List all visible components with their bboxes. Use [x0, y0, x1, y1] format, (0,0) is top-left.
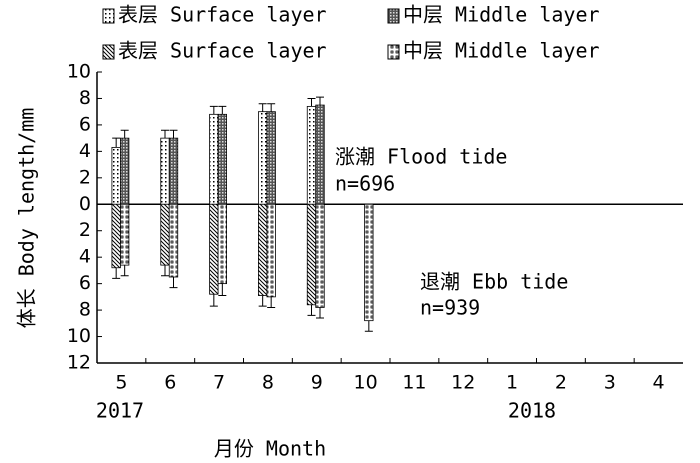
legend-label: 中层 Middle layer — [403, 39, 600, 63]
x-tick-label: 5 — [115, 372, 127, 394]
x-tick-label: 4 — [653, 372, 665, 394]
legend-swatch — [387, 44, 400, 60]
error-bar — [258, 103, 267, 112]
bar — [120, 203, 130, 266]
bar — [315, 104, 325, 205]
y-tick-label: 4 — [79, 246, 91, 268]
y-tick-label: 6 — [79, 113, 91, 135]
bar — [258, 203, 268, 296]
error-bar — [209, 105, 218, 115]
bar — [306, 203, 317, 306]
legend-swatch — [387, 8, 400, 24]
error-bar — [307, 304, 316, 316]
x-tick-label: 8 — [262, 372, 274, 394]
error-bar — [267, 296, 276, 308]
bar — [258, 111, 268, 205]
error-bar — [267, 103, 276, 112]
bar — [209, 113, 219, 205]
error-bar — [258, 295, 267, 307]
legend-label: 表层 Surface layer — [118, 3, 327, 27]
annotation: 涨潮 Flood tide — [335, 145, 507, 169]
annotation: n=939 — [420, 296, 480, 320]
error-bar — [316, 96, 324, 106]
x-tick-label: 2 — [555, 372, 567, 394]
y-tick-label: 6 — [79, 272, 91, 294]
bar — [111, 203, 121, 269]
x-tick-label: 11 — [402, 372, 426, 394]
legend-swatch — [102, 44, 115, 60]
x-tick-label: 10 — [353, 372, 377, 394]
legend-swatch — [102, 8, 115, 24]
year-label: 2017 — [96, 399, 144, 423]
error-bar — [364, 320, 373, 332]
error-bar — [316, 307, 324, 319]
bar — [364, 203, 374, 322]
annotation: n=696 — [335, 172, 395, 196]
y-axis-label: 体长 Body length/mm — [15, 108, 39, 329]
bar — [266, 203, 276, 298]
y-tick-label: 4 — [79, 140, 91, 162]
error-bar — [169, 277, 178, 289]
error-bar — [209, 294, 218, 307]
bar — [315, 203, 325, 308]
y-tick-label: 2 — [79, 219, 91, 241]
y-tick-label: 2 — [79, 166, 91, 188]
bar — [266, 111, 276, 205]
error-bar — [112, 267, 121, 279]
x-tick-label: 12 — [451, 372, 475, 394]
legend-label: 表层 Surface layer — [118, 39, 327, 63]
error-bar — [307, 97, 316, 107]
bar — [306, 105, 317, 205]
bar — [168, 203, 179, 278]
bar — [168, 137, 179, 205]
x-tick-label: 3 — [604, 372, 616, 394]
bar — [111, 146, 121, 205]
bar — [209, 203, 219, 295]
y-tick-label: 0 — [79, 193, 91, 215]
error-bar — [218, 105, 227, 115]
x-tick-label: 6 — [164, 372, 176, 394]
x-axis-label: 月份 Month — [214, 437, 326, 461]
year-label: 2018 — [508, 399, 556, 423]
y-tick-label: 10 — [67, 325, 91, 347]
bar — [160, 137, 170, 205]
bar — [217, 203, 227, 285]
error-bar — [112, 137, 121, 148]
error-bar — [120, 129, 129, 139]
error-bar — [161, 265, 169, 277]
bar — [160, 203, 170, 266]
error-bar — [120, 265, 129, 277]
bar — [217, 113, 227, 205]
y-tick-label: 12 — [67, 352, 91, 374]
error-bar — [161, 129, 169, 139]
x-tick-label: 1 — [506, 372, 518, 394]
annotation: 退潮 Ebb tide — [420, 270, 568, 294]
x-tick-label: 7 — [213, 372, 225, 394]
y-tick-label: 8 — [79, 299, 91, 321]
error-bar — [218, 283, 227, 297]
error-bar — [169, 129, 178, 139]
y-tick-label: 8 — [79, 87, 91, 109]
y-tick-label: 10 — [67, 61, 91, 83]
bar — [120, 137, 130, 205]
legend-label: 中层 Middle layer — [403, 3, 600, 27]
x-tick-label: 9 — [311, 372, 323, 394]
